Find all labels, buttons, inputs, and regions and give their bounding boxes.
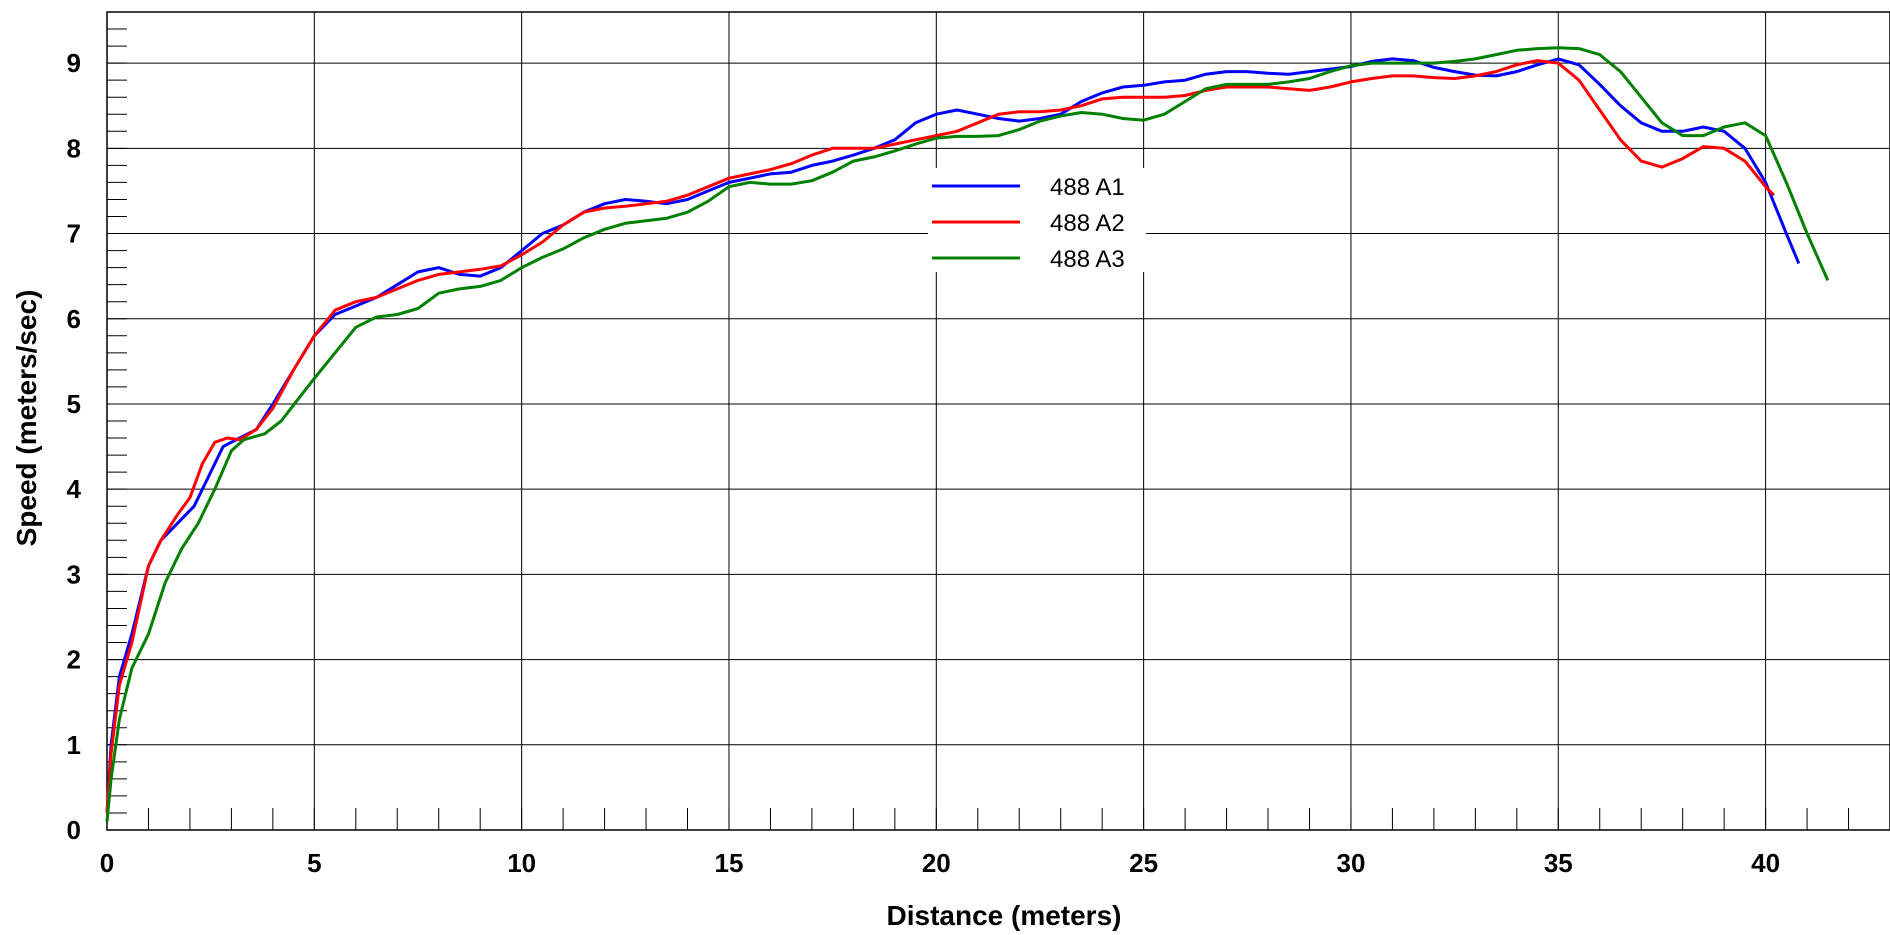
legend: 488 A1 488 A2 488 A3 xyxy=(928,168,1146,273)
x-tick-label: 15 xyxy=(715,848,744,878)
y-tick-label: 9 xyxy=(67,48,81,78)
legend-label: 488 A2 xyxy=(1050,210,1125,237)
y-tick-label: 1 xyxy=(67,730,81,760)
x-tick-label: 25 xyxy=(1129,848,1158,878)
x-tick-label: 30 xyxy=(1336,848,1365,878)
x-tick-label: 10 xyxy=(507,848,536,878)
y-tick-label: 6 xyxy=(67,304,81,334)
y-tick-label: 3 xyxy=(67,559,81,589)
x-axis-title: Distance (meters) xyxy=(887,900,1122,931)
series-line-488-a3 xyxy=(105,46,1830,822)
legend-label: 488 A3 xyxy=(1050,246,1125,273)
y-axis-title: Speed (meters/sec) xyxy=(11,290,42,547)
y-tick-label: 4 xyxy=(67,474,82,504)
x-tick-label: 20 xyxy=(922,848,951,878)
x-tick-label: 40 xyxy=(1751,848,1780,878)
y-tick-label: 5 xyxy=(67,389,81,419)
y-tick-label: 2 xyxy=(67,645,81,675)
series-line-488-a2 xyxy=(105,59,1775,814)
x-tick-label: 0 xyxy=(100,848,114,878)
x-tick-label: 35 xyxy=(1544,848,1573,878)
y-tick-label: 7 xyxy=(67,219,81,249)
x-tick-label: 5 xyxy=(307,848,321,878)
grid-lines xyxy=(106,12,1890,831)
y-tick-label: 8 xyxy=(67,133,81,163)
tick-labels: 0 5 10 15 20 25 30 35 40 0 1 2 3 4 5 6 7 8 9 xyxy=(67,48,1781,878)
series-layer xyxy=(105,46,1830,822)
y-tick-label: 0 xyxy=(67,815,81,845)
legend-label: 488 A1 xyxy=(1050,174,1125,201)
